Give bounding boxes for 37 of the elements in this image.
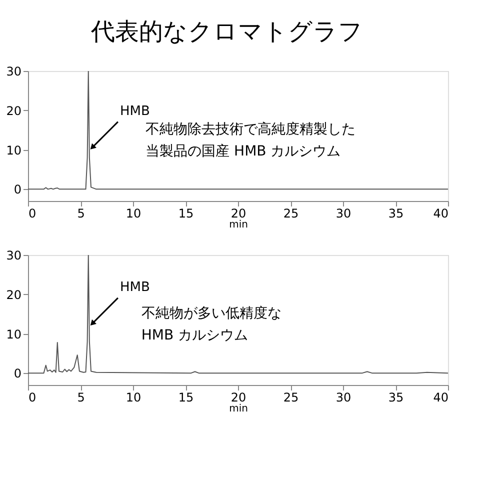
x-tick-label: 30 — [336, 206, 352, 220]
y-tick-label: 10 — [6, 143, 22, 158]
x-tick-label: 30 — [336, 390, 352, 404]
y-tick-label: 0 — [14, 366, 22, 381]
x-tick-label: 20 — [230, 206, 246, 220]
annotation: HMB — [120, 104, 150, 119]
line-series — [28, 255, 448, 374]
x-tick-label: 15 — [178, 206, 194, 220]
y-tick-label: 10 — [6, 327, 22, 342]
annotation: HMB — [120, 280, 150, 295]
x-tick-label: 0 — [28, 390, 36, 404]
x-tick-label: 25 — [283, 390, 299, 404]
annotation: 不純物が多い低精度な — [141, 306, 282, 322]
x-tick-label: 20 — [230, 390, 246, 404]
x-tick-label: 5 — [77, 390, 85, 404]
x-tick-label: 10 — [126, 390, 142, 404]
y-tick-label: 20 — [6, 288, 22, 302]
annotation: 不純物除去技術で高純度精製した — [146, 122, 356, 138]
y-tick-label: 30 — [6, 64, 22, 78]
x-tick-label: 35 — [388, 390, 404, 404]
y-tick-label: 20 — [6, 104, 22, 118]
x-tick-label: 0 — [28, 206, 36, 220]
x-tick-label: 10 — [126, 206, 142, 220]
x-tick-label: 40 — [433, 390, 448, 404]
line-series — [28, 71, 448, 190]
y-tick-label: 0 — [14, 182, 22, 197]
y-tick-label: 30 — [6, 248, 22, 262]
x-tick-label: 35 — [388, 206, 404, 220]
x-axis-title: min — [229, 404, 248, 414]
x-tick-label: 15 — [178, 390, 194, 404]
x-tick-label: 25 — [283, 206, 299, 220]
chart-title: 代表的なクロマトグラフ — [90, 18, 364, 46]
x-axis-title: min — [229, 220, 248, 230]
x-tick-label: 5 — [77, 206, 85, 220]
annotation: 当製品の国産 HMB カルシウム — [146, 144, 341, 160]
x-tick-label: 40 — [433, 206, 448, 220]
annotation: HMB カルシウム — [141, 328, 248, 344]
